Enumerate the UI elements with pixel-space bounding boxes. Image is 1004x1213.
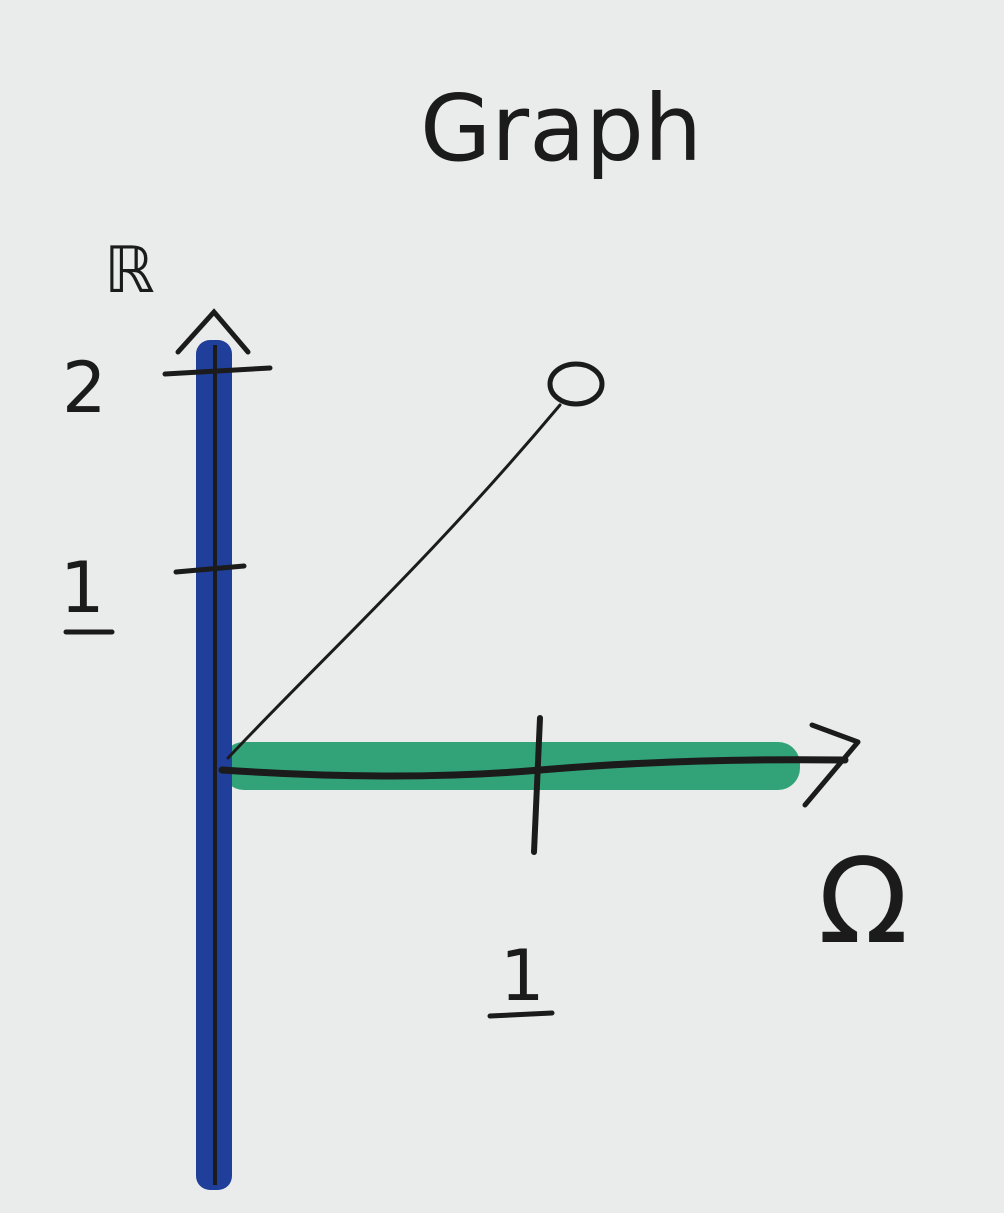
y-tick-label-1: 1 xyxy=(60,547,105,629)
y-tick-1-mark xyxy=(173,563,247,575)
x-axis-label: Ω xyxy=(818,832,908,970)
y-axis-label: ℝ xyxy=(104,234,155,308)
x-tick-label-1: 1 xyxy=(500,935,545,1017)
y-tick-label-2: 2 xyxy=(62,347,107,429)
open-circle-endpoint xyxy=(547,361,605,407)
y-axis-arrowhead xyxy=(175,308,251,355)
graph-curve xyxy=(226,403,562,760)
x-tick-label-1-underline xyxy=(487,1010,555,1019)
x-tick-1-mark xyxy=(531,715,543,855)
y-tick-2-mark xyxy=(162,365,273,377)
x-axis-arrowhead xyxy=(802,722,861,808)
graph-title: Graph xyxy=(420,75,702,182)
x-axis-highlight xyxy=(222,742,800,790)
